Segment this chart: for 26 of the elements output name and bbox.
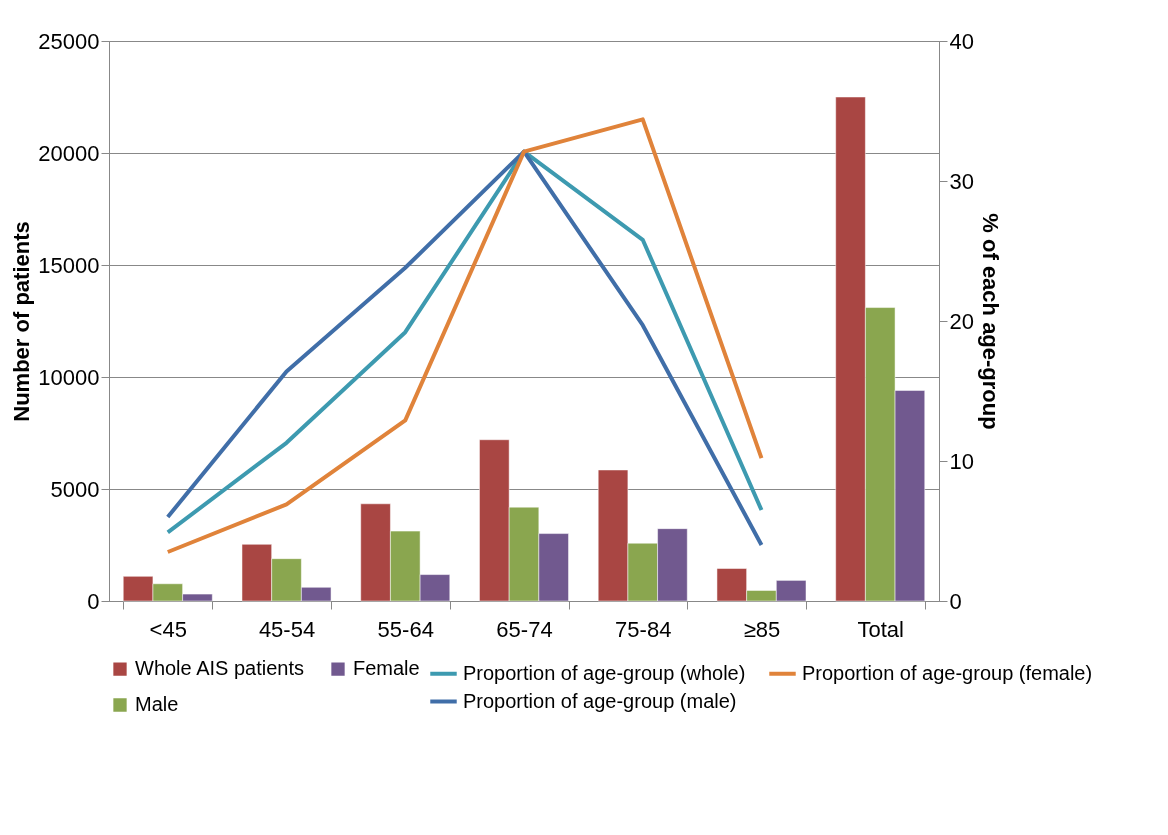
y2-tick-label: 0 bbox=[949, 588, 962, 614]
y-tick-label: 15000 bbox=[38, 252, 100, 278]
y-tick-label: 10000 bbox=[38, 364, 100, 390]
x-tick-label: 55-64 bbox=[377, 616, 434, 642]
legend-label: Female bbox=[353, 657, 420, 680]
x-tick-label: 65-74 bbox=[496, 616, 553, 642]
y2-tick-label: 40 bbox=[949, 28, 974, 54]
y2-tick-label: 10 bbox=[949, 448, 974, 474]
y-tick-label: 0 bbox=[87, 588, 100, 614]
y-tick-label: 25000 bbox=[38, 28, 100, 54]
y2-axis-title: % of each age-group bbox=[977, 213, 1003, 430]
y2-tick-label: 30 bbox=[949, 168, 974, 194]
x-tick-label: <45 bbox=[149, 616, 187, 642]
legend-label: Whole AIS patients bbox=[135, 657, 304, 680]
x-tick-label: 75-84 bbox=[615, 616, 672, 642]
y-tick-label: 20000 bbox=[38, 140, 100, 166]
legend-label: Proportion of age-group (female) bbox=[802, 661, 1093, 684]
legend-label: Proportion of age-group (male) bbox=[463, 689, 737, 712]
x-tick-label: Total bbox=[857, 616, 904, 642]
x-tick-label: ≥85 bbox=[743, 616, 781, 642]
legend-label: Male bbox=[135, 693, 179, 715]
y2-tick-label: 20 bbox=[949, 308, 974, 334]
y-tick-label: 5000 bbox=[50, 476, 100, 502]
y-axis-title: Number of patients bbox=[9, 221, 35, 422]
legend-label: Proportion of age-group (whole) bbox=[463, 661, 746, 684]
x-tick-label: 45-54 bbox=[258, 616, 316, 642]
